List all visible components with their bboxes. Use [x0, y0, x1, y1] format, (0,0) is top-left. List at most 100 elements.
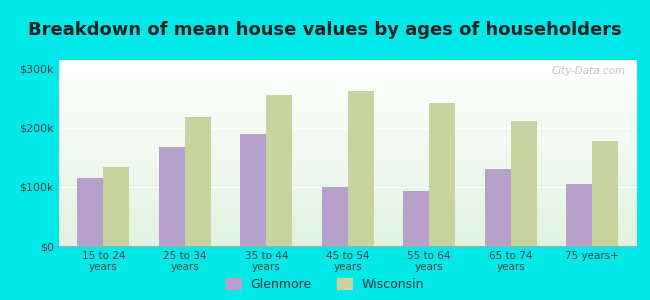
Bar	[58, 80, 637, 81]
Bar	[58, 184, 637, 185]
Bar	[58, 186, 637, 187]
Bar	[58, 68, 637, 69]
Bar	[58, 111, 637, 112]
Bar	[58, 202, 637, 203]
Bar	[58, 163, 637, 164]
Bar	[58, 203, 637, 204]
Bar	[58, 147, 637, 148]
Bar	[58, 83, 637, 84]
Bar	[58, 164, 637, 165]
Bar	[58, 177, 637, 178]
Bar	[566, 184, 592, 246]
Bar	[58, 159, 637, 160]
Bar	[58, 63, 637, 64]
Bar	[58, 60, 637, 61]
Bar	[58, 128, 637, 129]
Bar	[58, 209, 637, 210]
Bar	[58, 95, 637, 96]
Bar	[58, 94, 637, 95]
Bar	[58, 137, 637, 138]
Bar	[58, 185, 637, 186]
Bar	[58, 116, 637, 117]
Bar	[58, 62, 637, 63]
Bar	[58, 85, 637, 86]
Bar	[58, 102, 637, 103]
Bar	[322, 187, 348, 246]
Bar	[58, 181, 637, 182]
Bar	[58, 84, 637, 85]
Bar	[58, 240, 637, 241]
Bar	[58, 119, 637, 120]
Bar	[58, 148, 637, 149]
Bar	[58, 146, 637, 147]
Bar	[58, 153, 637, 154]
Bar	[58, 196, 637, 197]
Bar	[403, 191, 429, 246]
Bar	[58, 173, 637, 174]
Bar	[58, 211, 637, 212]
Bar	[58, 183, 637, 184]
Bar	[58, 169, 637, 170]
Bar	[58, 78, 637, 79]
Bar	[58, 232, 637, 233]
Bar	[58, 76, 637, 77]
Bar	[58, 132, 637, 133]
Bar	[58, 243, 637, 244]
Bar	[58, 103, 637, 104]
Bar	[58, 129, 637, 130]
Bar	[58, 233, 637, 234]
Bar	[58, 154, 637, 155]
Bar	[58, 72, 637, 73]
Bar	[58, 120, 637, 121]
Bar	[58, 234, 637, 235]
Bar	[58, 87, 637, 88]
Bar	[77, 178, 103, 246]
Bar	[58, 93, 637, 94]
Bar	[58, 135, 637, 136]
Bar	[58, 176, 637, 177]
Bar	[58, 229, 637, 230]
Bar	[58, 231, 637, 232]
Bar	[58, 237, 637, 238]
Bar	[58, 74, 637, 75]
Bar	[58, 197, 637, 198]
Bar	[58, 66, 637, 67]
Bar	[58, 200, 637, 201]
Bar	[58, 67, 637, 68]
Bar	[58, 230, 637, 231]
Bar	[58, 126, 637, 127]
Bar	[58, 220, 637, 221]
Bar	[58, 82, 637, 83]
Bar	[58, 144, 637, 145]
Bar	[58, 65, 637, 66]
Bar	[58, 213, 637, 214]
Bar	[58, 221, 637, 222]
Bar	[485, 169, 511, 246]
Bar	[58, 170, 637, 171]
Bar	[429, 103, 455, 246]
Bar	[58, 118, 637, 119]
Bar	[58, 97, 637, 98]
Bar	[58, 136, 637, 137]
Bar	[58, 171, 637, 172]
Bar	[58, 235, 637, 236]
Bar	[58, 207, 637, 208]
Bar	[58, 217, 637, 218]
Bar	[58, 114, 637, 115]
Bar	[58, 61, 637, 62]
Bar	[58, 210, 637, 211]
Bar	[58, 117, 637, 118]
Bar	[58, 139, 637, 140]
Bar	[58, 193, 637, 194]
Bar	[58, 191, 637, 192]
Bar	[58, 214, 637, 215]
Bar	[58, 228, 637, 229]
Legend: Glenmore, Wisconsin: Glenmore, Wisconsin	[226, 278, 424, 291]
Bar	[58, 142, 637, 143]
Bar	[58, 121, 637, 122]
Bar	[58, 189, 637, 190]
Bar	[58, 167, 637, 168]
Bar	[58, 179, 637, 180]
Bar	[58, 91, 637, 92]
Bar	[58, 224, 637, 225]
